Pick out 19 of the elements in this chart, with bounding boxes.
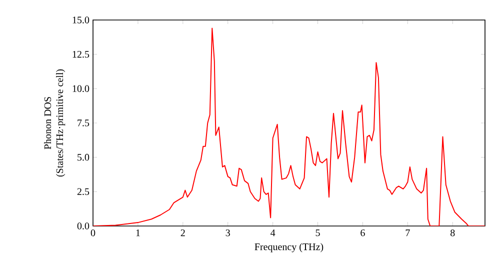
x-tick-label: 4 bbox=[270, 230, 276, 236]
y-tick-label: 0.0 bbox=[77, 222, 90, 230]
y-tick-label: 15.0 bbox=[72, 16, 90, 24]
x-tick-label: 6 bbox=[360, 230, 365, 236]
y-tick-label: 7.5 bbox=[78, 120, 90, 126]
x-tick-label: 5 bbox=[316, 230, 320, 236]
x-tick-label: 2 bbox=[180, 230, 185, 236]
line-series bbox=[93, 28, 485, 226]
x-tick-label: 7 bbox=[406, 230, 410, 236]
x-tick-label: 8 bbox=[450, 230, 455, 236]
y-tick-label: 2.5 bbox=[77, 188, 90, 196]
x-tick-label: 1 bbox=[136, 230, 140, 236]
x-tick-label: 0 bbox=[90, 230, 96, 236]
x-tick-label: 3 bbox=[226, 230, 230, 236]
y-tick-label: 12.5 bbox=[72, 50, 90, 58]
x-axis-title: Frequency (THz) bbox=[254, 243, 324, 252]
y-tick-label: 10.0 bbox=[72, 85, 90, 92]
y-tick-label: 5.0 bbox=[78, 154, 90, 161]
y-axis-title: Phonon DOS (States/THz·primitive cell) bbox=[44, 69, 66, 177]
